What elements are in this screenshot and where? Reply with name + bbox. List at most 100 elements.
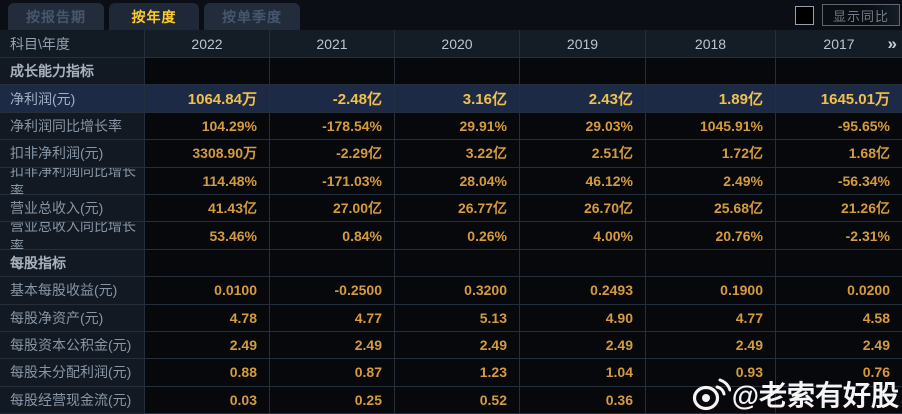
value-cell (776, 249, 902, 278)
row-label: 营业总收入(元) (0, 194, 145, 223)
value-cell: 1.89亿 (646, 85, 776, 113)
value-cell: 0.0100 (145, 277, 270, 305)
tab-0[interactable]: 按报告期 (8, 3, 104, 30)
value-cell: 4.00% (520, 222, 646, 250)
row-label: 扣非净利润同比增长率 (0, 167, 145, 195)
table-row: 净利润同比增长率 104.29% -178.54% 29.91% 29.03% 1045.… (0, 112, 902, 141)
value-cell: 0.25 (270, 386, 395, 414)
value-cell: 26.70亿 (520, 194, 646, 223)
table-row: 基本每股收益(元) 0.0100 -0.2500 0.3200 0.2493 0.1900… (0, 277, 902, 305)
value-cell: 41.43亿 (145, 194, 270, 223)
value-cell: 2.49% (646, 167, 776, 195)
value-cell (776, 58, 902, 86)
table-row: 每股净资产(元) 4.78 4.77 5.13 4.90 4.77 4.58 (0, 304, 902, 332)
value-cell: 4.58 (776, 304, 902, 332)
financial-table: 科目\年度 2022 2021 2020 2019 2018 2017» 成长能力指标 净利… (0, 30, 902, 414)
value-cell: 2.49 (776, 331, 902, 360)
value-cell: 2.49 (395, 331, 520, 360)
period-tabs: 按报告期 按年度 按单季度 (0, 0, 300, 30)
value-cell: 1.23 (395, 359, 520, 387)
table-row: 营业总收入同比增长率 53.46% 0.84% 0.26% 4.00% 20.76% -2.… (0, 222, 902, 250)
value-cell: 2.49 (520, 331, 646, 360)
value-cell: 1064.84万 (145, 85, 270, 113)
value-cell: 26.77亿 (395, 194, 520, 223)
value-cell: 0.0200 (776, 277, 902, 305)
year-header-2021: 2021 (270, 30, 395, 58)
year-header-2020: 2020 (395, 30, 520, 58)
table-row: 扣非净利润(元) 3308.90万 -2.29亿 3.22亿 2.51亿 1.72亿 1.6… (0, 140, 902, 168)
value-cell: -95.65% (776, 112, 902, 141)
value-cell: 0.84% (270, 222, 395, 250)
row-label: 每股净资产(元) (0, 304, 145, 332)
value-cell: 1.72亿 (646, 140, 776, 168)
value-cell: 29.03% (520, 112, 646, 141)
value-cell (520, 58, 646, 86)
value-cell: -2.48亿 (270, 85, 395, 113)
value-cell: 0.76 (776, 359, 902, 387)
value-cell: 104.29% (145, 112, 270, 141)
tab-1-active[interactable]: 按年度 (109, 3, 199, 30)
corner-header-cell: 科目\年度 (0, 30, 145, 58)
value-cell: 2.43亿 (520, 85, 646, 113)
year-header-2019: 2019 (520, 30, 646, 58)
value-cell: 1645.01万 (776, 85, 902, 113)
table-row: 每股经营现金流(元) 0.03 0.25 0.52 0.36 (0, 386, 902, 414)
value-cell: 0.87 (270, 359, 395, 387)
tab-2[interactable]: 按单季度 (204, 3, 300, 30)
table-row: 扣非净利润同比增长率 114.48% -171.03% 28.04% 46.12% 2.4… (0, 167, 902, 195)
value-cell: 1.68亿 (776, 140, 902, 168)
value-cell (646, 386, 776, 414)
table-body: 成长能力指标 净利润(元) 1064.84万 -2.48亿 3.16亿 2.43亿 1.89… (0, 58, 902, 414)
topbar-right: 显示同比 (794, 4, 900, 26)
value-cell: -0.2500 (270, 277, 395, 305)
value-cell: 1.04 (520, 359, 646, 387)
value-cell: 0.36 (520, 386, 646, 414)
value-cell: 3308.90万 (145, 140, 270, 168)
value-cell: 25.68亿 (646, 194, 776, 223)
value-cell: 4.90 (520, 304, 646, 332)
value-cell: 114.48% (145, 167, 270, 195)
value-cell (395, 249, 520, 278)
row-label: 每股未分配利润(元) (0, 359, 145, 387)
value-cell: 53.46% (145, 222, 270, 250)
table-header-row: 科目\年度 2022 2021 2020 2019 2018 2017» (0, 30, 902, 58)
value-cell: -2.31% (776, 222, 902, 250)
table-row: 每股资本公积金(元) 2.49 2.49 2.49 2.49 2.49 2.49 (0, 331, 902, 360)
period-tab-bar: 按报告期 按年度 按单季度 显示同比 (0, 0, 902, 30)
value-cell: 5.13 (395, 304, 520, 332)
value-cell: 28.04% (395, 167, 520, 195)
value-cell: 0.88 (145, 359, 270, 387)
value-cell: -2.29亿 (270, 140, 395, 168)
value-cell: 0.93 (646, 359, 776, 387)
row-label: 扣非净利润(元) (0, 140, 145, 168)
value-cell: -56.34% (776, 167, 902, 195)
value-cell: -171.03% (270, 167, 395, 195)
value-cell (395, 58, 520, 86)
value-cell: 3.16亿 (395, 85, 520, 113)
value-cell (520, 249, 646, 278)
value-cell: 21.26亿 (776, 194, 902, 223)
show-yoy-checkbox[interactable] (794, 5, 814, 25)
section-row: 每股指标 (0, 249, 902, 278)
value-cell: 3.22亿 (395, 140, 520, 168)
table-row: 每股未分配利润(元) 0.88 0.87 1.23 1.04 0.93 0.76 (0, 359, 902, 387)
more-years-icon[interactable]: » (887, 33, 897, 53)
row-label: 营业总收入同比增长率 (0, 222, 145, 250)
row-label: 净利润(元) (0, 85, 145, 113)
value-cell (776, 386, 902, 414)
year-header-2022: 2022 (145, 30, 270, 58)
row-label: 每股指标 (0, 249, 145, 278)
value-cell (646, 58, 776, 86)
year-header-2018: 2018 (646, 30, 776, 58)
show-yoy-button[interactable]: 显示同比 (821, 4, 900, 26)
value-cell: 27.00亿 (270, 194, 395, 223)
row-label: 每股资本公积金(元) (0, 331, 145, 360)
value-cell: 2.49 (145, 331, 270, 360)
value-cell: 20.76% (646, 222, 776, 250)
value-cell: 0.2493 (520, 277, 646, 305)
value-cell: 2.49 (270, 331, 395, 360)
value-cell: 4.78 (145, 304, 270, 332)
year-header-2017: 2017» (776, 30, 902, 58)
value-cell (270, 58, 395, 86)
